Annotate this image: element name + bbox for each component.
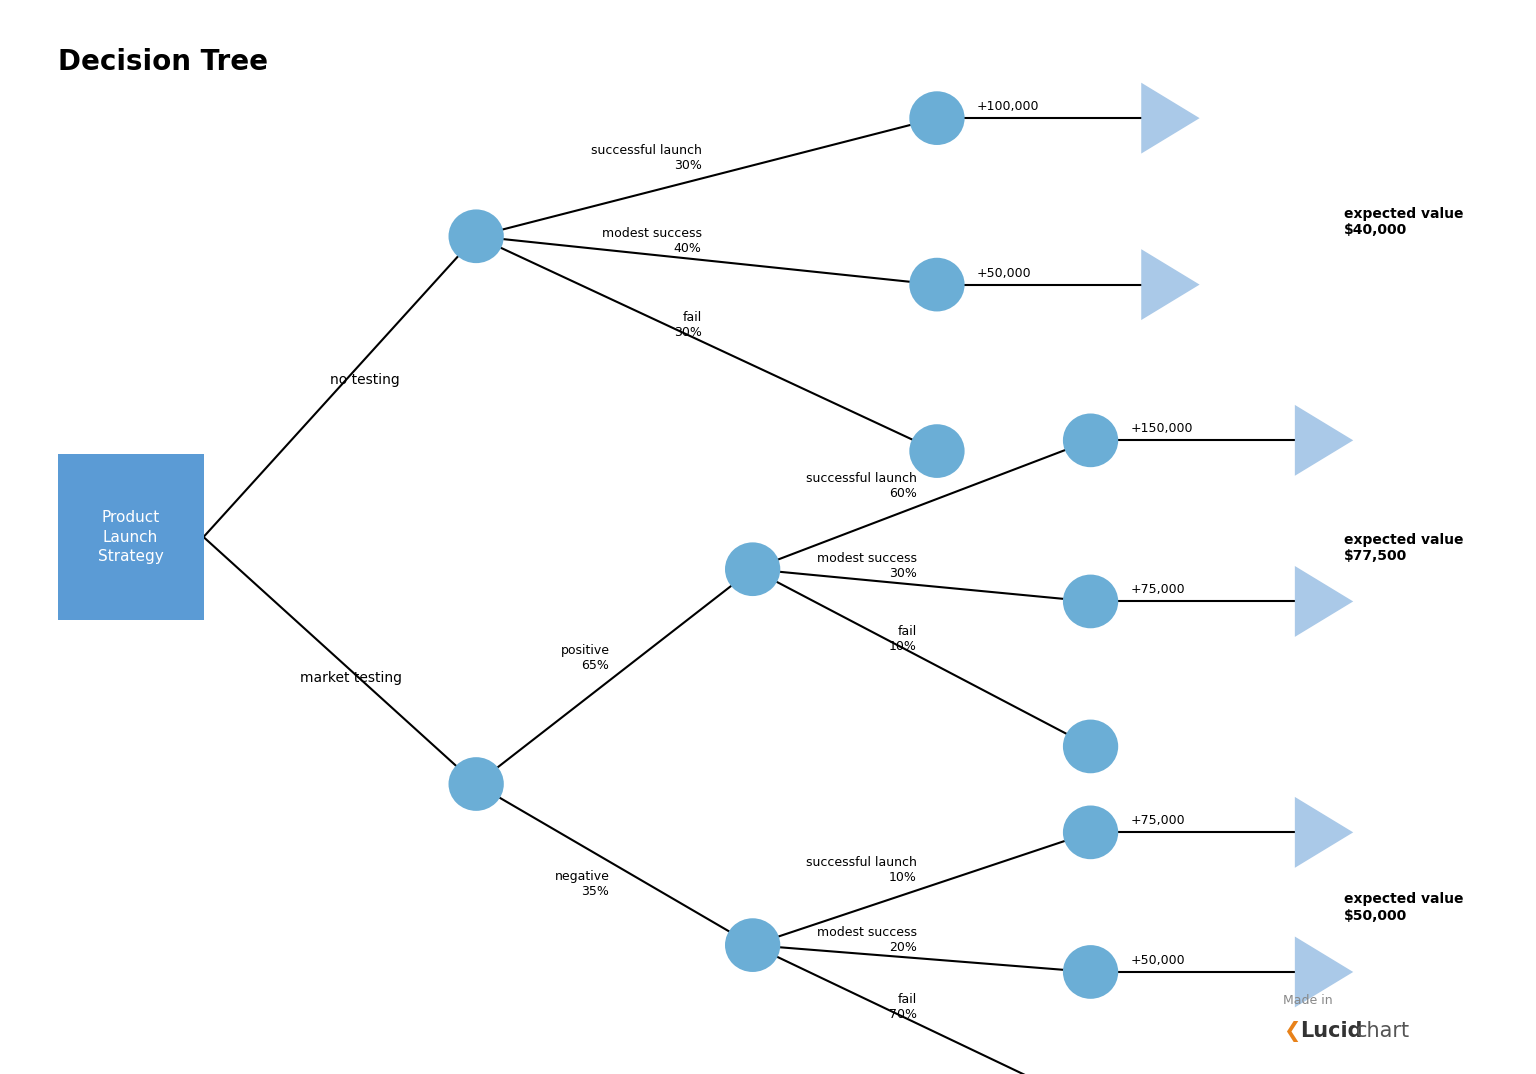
Polygon shape [1295,405,1353,476]
Text: chart: chart [1356,1021,1410,1041]
Text: positive
65%: positive 65% [561,643,610,671]
Ellipse shape [1063,945,1118,999]
Text: modest success
30%: modest success 30% [817,552,917,580]
Text: modest success
40%: modest success 40% [602,228,702,256]
Ellipse shape [1063,720,1118,773]
Ellipse shape [1063,575,1118,628]
Text: Made in: Made in [1283,995,1332,1007]
Text: market testing: market testing [300,671,401,685]
Text: Lucid: Lucid [1301,1021,1362,1041]
Text: +50,000: +50,000 [1130,954,1186,967]
Text: fail
30%: fail 30% [674,310,702,338]
Ellipse shape [909,424,965,478]
Ellipse shape [449,757,504,811]
Polygon shape [1295,797,1353,868]
Text: Product
Launch
Strategy: Product Launch Strategy [98,510,163,564]
Text: +75,000: +75,000 [1130,814,1186,827]
Text: Decision Tree: Decision Tree [58,48,269,76]
Text: expected value
$40,000: expected value $40,000 [1344,207,1464,237]
Polygon shape [1141,83,1200,154]
Text: expected value
$50,000: expected value $50,000 [1344,892,1464,923]
Text: +100,000: +100,000 [977,100,1040,113]
Ellipse shape [449,209,504,263]
Text: fail
10%: fail 10% [889,625,917,653]
Text: successful launch
30%: successful launch 30% [591,144,702,172]
Text: successful launch
10%: successful launch 10% [806,856,917,884]
Text: modest success
20%: modest success 20% [817,926,917,954]
Ellipse shape [725,542,780,596]
Text: successful launch
60%: successful launch 60% [806,471,917,499]
Text: negative
35%: negative 35% [554,870,610,898]
Text: ❮: ❮ [1283,1020,1299,1042]
Text: no testing: no testing [330,373,399,387]
Ellipse shape [725,918,780,972]
Polygon shape [1295,937,1353,1007]
Text: +75,000: +75,000 [1130,583,1186,596]
Text: fail
70%: fail 70% [889,992,917,1020]
Ellipse shape [1063,413,1118,467]
Text: +150,000: +150,000 [1130,422,1193,435]
Ellipse shape [1063,806,1118,859]
Text: +50,000: +50,000 [977,266,1032,279]
Polygon shape [1141,249,1200,320]
Polygon shape [1295,566,1353,637]
Text: expected value
$77,500: expected value $77,500 [1344,533,1464,563]
Ellipse shape [909,91,965,145]
Ellipse shape [909,258,965,311]
FancyBboxPatch shape [57,453,203,621]
